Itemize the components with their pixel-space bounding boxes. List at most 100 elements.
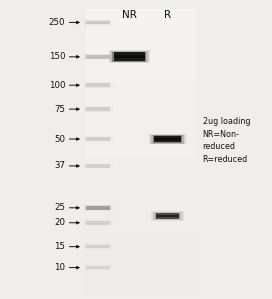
Bar	[111, 51, 147, 62]
Bar	[86, 133, 196, 138]
Bar	[86, 107, 110, 111]
Text: 250: 250	[49, 18, 65, 27]
Bar	[86, 81, 196, 86]
Bar	[86, 210, 196, 215]
Bar	[86, 129, 196, 133]
Bar	[86, 62, 196, 66]
Bar	[154, 213, 180, 219]
Bar	[83, 19, 113, 25]
Bar	[86, 76, 196, 81]
Bar	[86, 148, 196, 152]
Bar	[86, 176, 196, 181]
Bar	[83, 219, 113, 226]
Bar	[151, 135, 184, 144]
Bar	[86, 105, 196, 109]
Bar	[86, 282, 196, 286]
Bar	[86, 143, 196, 148]
Bar	[86, 52, 196, 57]
Text: 20: 20	[54, 218, 65, 227]
Bar	[85, 20, 111, 25]
Bar	[86, 234, 196, 239]
Bar	[86, 221, 110, 225]
Bar	[154, 138, 181, 140]
Bar	[86, 162, 196, 167]
Bar	[109, 50, 150, 63]
Bar	[86, 152, 196, 157]
Bar	[85, 137, 111, 141]
Bar	[86, 172, 196, 176]
Bar	[86, 277, 196, 282]
Text: 37: 37	[54, 161, 65, 170]
Bar	[86, 138, 196, 143]
Bar	[86, 109, 196, 114]
Bar	[86, 124, 196, 129]
Bar	[86, 267, 196, 272]
Bar	[86, 229, 196, 234]
Bar	[86, 286, 196, 291]
Bar	[86, 186, 196, 191]
Bar	[86, 248, 196, 253]
Bar	[86, 245, 110, 248]
Bar	[86, 263, 196, 267]
Bar	[86, 119, 196, 124]
Bar	[86, 71, 196, 76]
Bar	[86, 57, 196, 62]
Bar	[85, 205, 111, 210]
Bar	[85, 107, 111, 112]
Bar	[86, 266, 110, 269]
Text: 75: 75	[54, 105, 65, 114]
Bar	[86, 23, 196, 28]
Text: 50: 50	[54, 135, 65, 144]
Bar	[86, 206, 110, 210]
Bar	[86, 253, 196, 258]
Bar	[153, 212, 182, 220]
Bar	[86, 219, 196, 224]
Bar	[149, 134, 186, 144]
Text: 10: 10	[54, 263, 65, 272]
Bar	[85, 244, 111, 249]
Bar	[86, 215, 196, 219]
Text: 15: 15	[54, 242, 65, 251]
Bar	[86, 9, 196, 296]
Bar	[86, 239, 196, 243]
Text: 25: 25	[54, 203, 65, 212]
Bar	[86, 196, 196, 200]
Bar	[86, 243, 196, 248]
Text: 150: 150	[49, 52, 65, 61]
Bar	[114, 52, 145, 61]
Bar	[86, 42, 196, 47]
Bar	[154, 136, 181, 142]
Bar	[86, 55, 110, 59]
Bar	[83, 205, 113, 211]
Bar	[85, 220, 111, 225]
Bar	[85, 54, 111, 59]
Bar	[83, 163, 113, 169]
Bar	[86, 272, 196, 277]
Bar	[86, 38, 196, 42]
Bar	[86, 258, 196, 263]
Bar	[156, 213, 179, 219]
Bar	[83, 106, 113, 112]
Text: 2ug loading
NR=Non-
reduced
R=reduced: 2ug loading NR=Non- reduced R=reduced	[203, 117, 250, 164]
Bar	[85, 164, 111, 168]
Bar	[86, 21, 110, 24]
Bar	[153, 135, 182, 143]
Bar	[86, 100, 196, 105]
Bar	[156, 215, 179, 217]
Bar	[85, 265, 111, 270]
Bar	[86, 90, 196, 95]
Bar	[86, 157, 196, 162]
Bar	[86, 9, 196, 14]
Bar	[151, 211, 184, 221]
Bar	[85, 83, 111, 88]
Bar	[114, 55, 145, 58]
Bar	[83, 136, 113, 142]
Bar	[86, 164, 110, 168]
Bar	[86, 114, 196, 119]
Bar	[83, 82, 113, 89]
Bar	[86, 167, 196, 172]
Bar	[86, 28, 196, 33]
Bar	[83, 54, 113, 60]
Bar	[86, 224, 196, 229]
Text: NR: NR	[122, 10, 137, 20]
